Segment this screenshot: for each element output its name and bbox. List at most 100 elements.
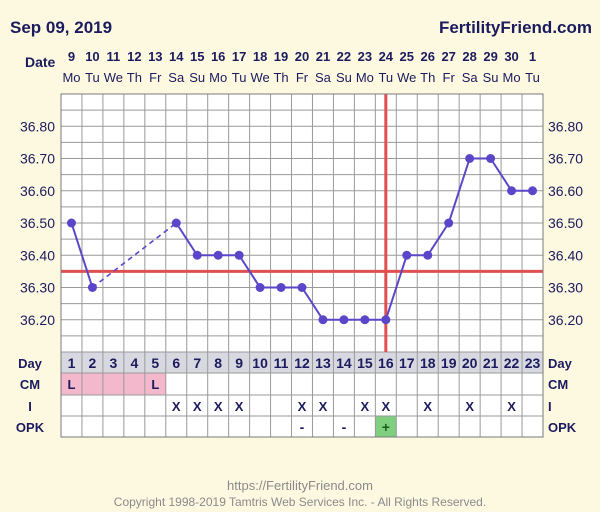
cm-mark: L [68, 377, 76, 392]
cycle-day-label: 12 [294, 355, 310, 371]
temp-point [339, 315, 349, 325]
intercourse-mark: X [507, 399, 516, 414]
day-row-label-left: Day [18, 356, 43, 371]
cycle-day-label: 22 [504, 355, 520, 371]
intercourse-mark: X [423, 399, 432, 414]
cm-highlight-cell [61, 373, 82, 395]
date-label: 29 [483, 49, 497, 64]
date-label: 13 [148, 49, 162, 64]
cycle-day-label: 1 [68, 355, 76, 371]
cycle-day-label: 21 [483, 355, 499, 371]
y-tick-label-left: 36.20 [20, 312, 55, 328]
intercourse-mark: X [235, 399, 244, 414]
weekday-label: Sa [168, 70, 185, 85]
opk-mark: - [300, 419, 305, 435]
cm-highlight-cell [102, 373, 124, 395]
weekday-label: Sa [462, 70, 479, 85]
y-tick-label-right: 36.70 [548, 151, 583, 167]
day-row-bg [61, 352, 543, 373]
date-label: 9 [68, 49, 75, 64]
y-tick-label-left: 36.60 [20, 183, 55, 199]
date-label: 21 [316, 49, 330, 64]
temp-point [192, 250, 202, 260]
cycle-day-label: 7 [193, 355, 201, 371]
date-label: 22 [337, 49, 351, 64]
temp-point [486, 154, 496, 163]
weekday-label: Tu [232, 70, 247, 85]
temp-point [87, 283, 97, 292]
weekday-label: Fr [443, 70, 456, 85]
intercourse-mark: X [298, 399, 307, 414]
weekday-label: Tu [525, 70, 540, 85]
temp-point [318, 315, 328, 325]
cm-highlight-cell [123, 373, 145, 395]
cm-mark: L [151, 377, 159, 392]
temp-point [255, 283, 265, 292]
date-label: 24 [379, 49, 394, 64]
y-tick-label-right: 36.20 [548, 312, 583, 328]
date-label: 17 [232, 49, 246, 64]
cycle-day-label: 9 [235, 355, 243, 371]
temp-line-segment [238, 254, 261, 289]
cm-row-label-right: CM [548, 377, 568, 392]
y-tick-label-right: 36.60 [548, 183, 583, 199]
intercourse-mark: X [361, 399, 370, 414]
cycle-day-label: 10 [252, 355, 268, 371]
weekday-label: Tu [378, 70, 393, 85]
temp-point [465, 154, 475, 163]
temp-point [360, 315, 370, 325]
date-label: 27 [441, 49, 455, 64]
opk-mark: - [342, 419, 347, 435]
date-label: 14 [169, 49, 184, 64]
cycle-day-label: 2 [89, 355, 97, 371]
temp-point [528, 186, 538, 196]
weekday-label: Mo [62, 70, 80, 85]
intercourse-mark: X [381, 399, 390, 414]
temp-point [171, 218, 181, 228]
weekday-label: Su [483, 70, 499, 85]
cycle-day-label: 3 [109, 355, 117, 371]
date-label: 20 [295, 49, 309, 64]
date-row-label: Date [25, 54, 56, 70]
weekday-label: Su [336, 70, 352, 85]
weekday-label: We [250, 70, 269, 85]
cycle-day-label: 15 [357, 355, 373, 371]
weekday-label: Th [420, 70, 435, 85]
temp-line-segment [384, 254, 408, 321]
cycle-day-label: 18 [420, 355, 436, 371]
weekday-label: Mo [356, 70, 374, 85]
weekday-label: Fr [149, 70, 162, 85]
cycle-day-label: 16 [378, 355, 394, 371]
cycle-day-label: 20 [462, 355, 478, 371]
temp-point [381, 315, 391, 325]
y-tick-label-left: 36.80 [20, 118, 55, 134]
i-row-label-right: I [548, 399, 552, 414]
weekday-label: Th [127, 70, 142, 85]
cycle-day-label: 23 [525, 355, 541, 371]
temp-point [423, 250, 433, 260]
weekday-label: Su [189, 70, 205, 85]
day-row-label-right: Day [548, 356, 573, 371]
intercourse-mark: X [193, 399, 202, 414]
temp-line-segment [447, 158, 471, 224]
date-label: 30 [504, 49, 518, 64]
cm-highlight-cell [81, 373, 103, 395]
intercourse-mark: X [172, 399, 181, 414]
y-tick-label-right: 36.40 [548, 247, 583, 263]
date-label: 26 [421, 49, 435, 64]
temp-line-segment [489, 157, 513, 192]
temp-point [297, 283, 307, 292]
y-tick-label-right: 36.80 [548, 118, 583, 134]
temp-line-segment [301, 286, 324, 321]
opk-positive-cell [375, 416, 397, 437]
temp-line-segment [426, 222, 450, 256]
y-tick-label-right: 36.30 [548, 280, 583, 296]
date-label: 10 [85, 49, 99, 64]
footer-copyright: Copyright 1998-2019 Tamtris Web Services… [113, 495, 487, 509]
cycle-day-label: 19 [441, 355, 457, 371]
weekday-label: We [397, 70, 416, 85]
weekday-label: We [104, 70, 123, 85]
date-label: 12 [127, 49, 141, 64]
y-tick-label-left: 36.70 [20, 151, 55, 167]
